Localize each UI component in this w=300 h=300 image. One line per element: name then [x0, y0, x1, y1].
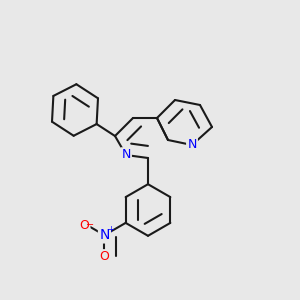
Text: O: O — [80, 218, 89, 232]
Text: N: N — [121, 148, 131, 161]
Text: +: + — [108, 225, 115, 234]
Text: N: N — [99, 228, 110, 242]
Text: −: − — [86, 220, 94, 230]
Text: N: N — [187, 139, 197, 152]
Text: O: O — [100, 250, 110, 263]
